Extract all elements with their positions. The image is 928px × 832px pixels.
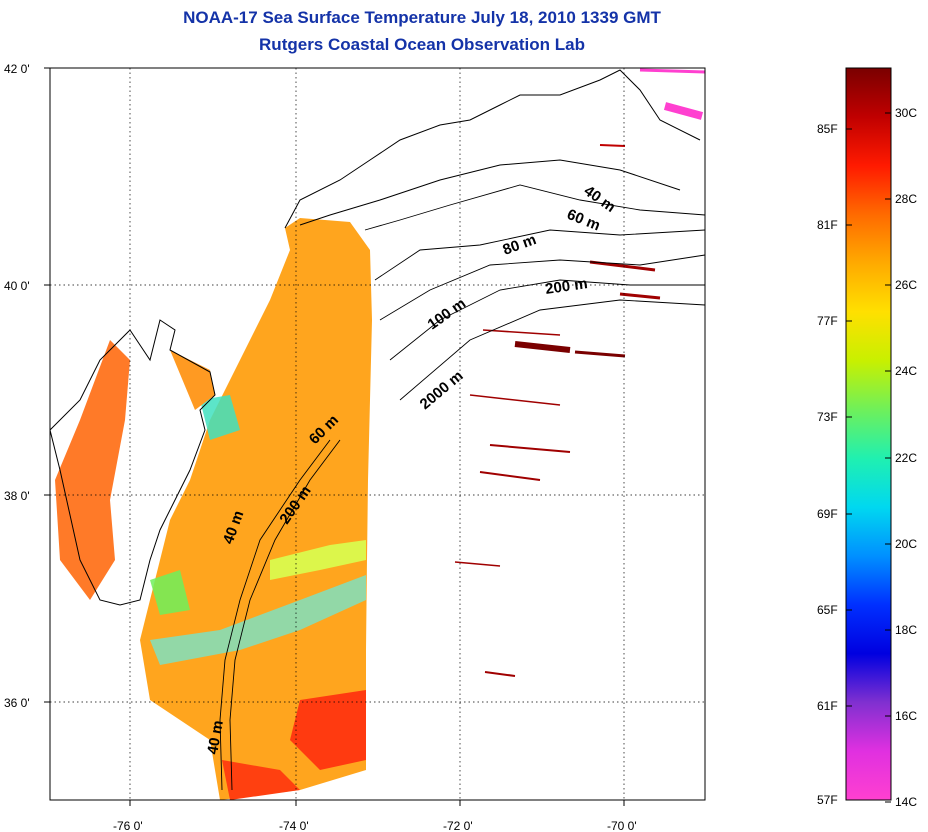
colorbar-gradient — [845, 67, 892, 801]
sst-cool-band — [150, 570, 190, 615]
lon-tick-label: -74 0' — [279, 819, 309, 832]
colorbar-c-label: 20C — [895, 537, 917, 551]
sst-streak — [639, 68, 706, 74]
colorbar-c-label: 18C — [895, 623, 917, 637]
colorbar-c-label: 14C — [895, 795, 917, 809]
colorbar-f-label: 65F — [817, 603, 838, 617]
sst-warm-patch — [222, 760, 300, 800]
sst-streaks — [454, 68, 706, 677]
sst-streak — [454, 561, 501, 567]
colorbar-f-label: 73F — [817, 410, 838, 424]
colorbar-f-label: 57F — [817, 793, 838, 807]
lat-tick-label: 42 0' — [4, 62, 30, 76]
sst-bay — [55, 340, 130, 600]
colorbar-f-label: 77F — [817, 314, 838, 328]
lon-axis-labels: -76 0' -74 0' -72 0' -70 0' — [113, 819, 637, 832]
sst-streak — [514, 341, 571, 353]
sst-swath — [55, 218, 372, 800]
sst-streak — [469, 394, 561, 406]
lat-tick-label: 36 0' — [4, 696, 30, 710]
colorbar-c-label: 28C — [895, 192, 917, 206]
sst-cool-band — [150, 575, 366, 665]
colorbar-c-label: 26C — [895, 278, 917, 292]
colorbar-c-label: 22C — [895, 451, 917, 465]
sst-streak — [663, 102, 704, 120]
lat-axis-labels: 42 0' 40 0' 38 0' 36 0' — [4, 62, 30, 710]
colorbar-f-label: 85F — [817, 122, 838, 136]
lon-tick-label: -72 0' — [443, 819, 473, 832]
lon-tick-label: -76 0' — [113, 819, 143, 832]
sst-streak — [482, 329, 561, 336]
isobaths — [219, 184, 706, 791]
map-title: NOAA-17 Sea Surface Temperature July 18,… — [183, 8, 661, 27]
colorbar-f-label: 81F — [817, 218, 838, 232]
sst-streak — [574, 350, 626, 358]
sst-cool-band — [270, 540, 366, 580]
isobath-label: 40 m — [204, 719, 227, 756]
colorbar-c-label: 30C — [895, 106, 917, 120]
sst-cool-band — [200, 395, 240, 440]
isobath-label: 200 m — [544, 275, 588, 298]
coastline — [49, 69, 701, 606]
sst-streak — [619, 292, 661, 300]
lat-tick-label: 38 0' — [4, 489, 30, 503]
colorbar-c-label: 16C — [895, 709, 917, 723]
sst-bay — [170, 350, 215, 410]
sst-streak — [484, 671, 516, 677]
map-frame — [49, 67, 706, 801]
colorbar-celsius-labels: 30C 28C 26C 24C 22C 20C 18C 16C 14C — [885, 106, 917, 809]
colorbar-c-label: 24C — [895, 364, 917, 378]
lon-tick-label: -70 0' — [607, 819, 637, 832]
sst-streak — [589, 260, 656, 272]
lat-tick-label: 40 0' — [4, 279, 30, 293]
tick-marks — [44, 67, 625, 806]
sst-streak — [599, 144, 626, 147]
colorbar-fahrenheit-labels: 85F 81F 77F 73F 69F 65F 61F 57F — [817, 122, 852, 807]
sst-warm-patch — [290, 690, 366, 770]
sst-streak — [489, 444, 571, 453]
colorbar-f-label: 61F — [817, 699, 838, 713]
graticule — [50, 68, 705, 800]
colorbar-f-label: 69F — [817, 507, 838, 521]
sst-streak — [479, 471, 541, 481]
map-subtitle: Rutgers Coastal Ocean Observation Lab — [259, 35, 585, 54]
